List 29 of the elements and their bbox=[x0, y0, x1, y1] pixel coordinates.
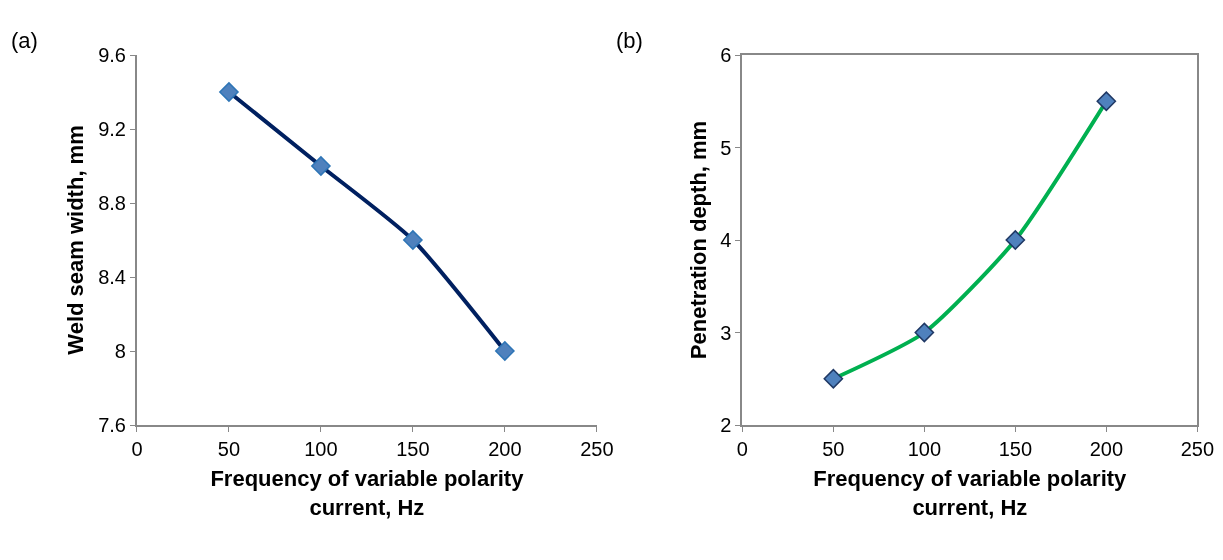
y-tick-label: 8.4 bbox=[98, 266, 126, 288]
y-tick-label: 5 bbox=[720, 136, 732, 159]
x-tick-label: 0 bbox=[131, 438, 143, 460]
y-tick-label: 2 bbox=[720, 414, 732, 436]
y-axis-title: Penetration depth, mm bbox=[685, 120, 711, 360]
y-axis-title: Weld seam width, mm bbox=[63, 125, 89, 355]
x-tick-label: 100 bbox=[907, 438, 942, 460]
y-tick-label: 3 bbox=[720, 321, 732, 344]
x-axis-title: Frequency of variable polarity current, Hz bbox=[210, 466, 525, 520]
text: (a) bbox=[11, 28, 38, 53]
y-tick-label: 8.8 bbox=[98, 192, 126, 214]
x-tick-label: 150 bbox=[396, 438, 430, 460]
y-tick-label: 9.6 bbox=[98, 44, 126, 66]
x-tick-label: 150 bbox=[998, 438, 1033, 460]
y-tick-label: 4 bbox=[720, 229, 732, 251]
y-tick-label: 8 bbox=[114, 340, 126, 362]
x-axis-title: Frequency of variable polarity current, Hz bbox=[813, 466, 1128, 520]
x-tick-label: 250 bbox=[1180, 438, 1215, 460]
x-tick-label: 200 bbox=[488, 438, 522, 460]
x-tick-label: 50 bbox=[822, 438, 845, 460]
x-tick-label: 250 bbox=[580, 438, 614, 460]
y-tick-label: 6 bbox=[720, 44, 732, 66]
y-tick-label: 7.6 bbox=[98, 414, 126, 436]
x-tick-label: 100 bbox=[304, 438, 338, 460]
y-tick-label: 9.2 bbox=[98, 118, 126, 140]
x-tick-label: 0 bbox=[736, 438, 748, 460]
x-tick-label: 50 bbox=[217, 438, 241, 460]
x-tick-label: 200 bbox=[1089, 438, 1124, 460]
text: (b) bbox=[616, 28, 643, 53]
